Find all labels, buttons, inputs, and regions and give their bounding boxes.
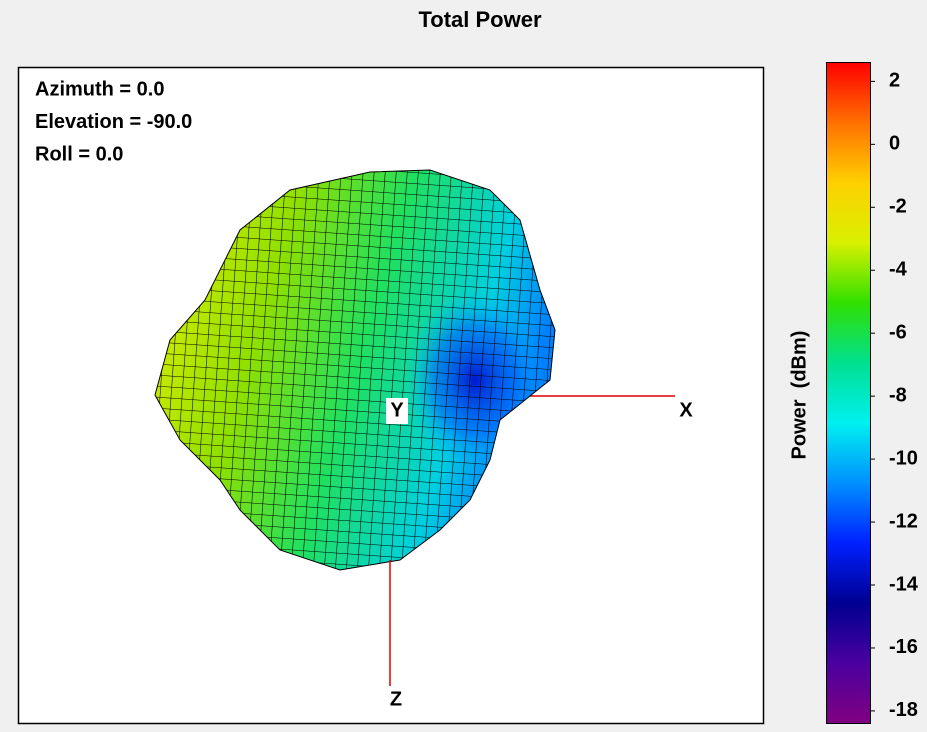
colorbar-label: Power (dBm) bbox=[788, 331, 810, 460]
y-label-box bbox=[386, 398, 408, 424]
annotation: Azimuth = 0.0 bbox=[35, 78, 164, 100]
colorbar-tick-label: -14 bbox=[889, 573, 919, 595]
axis-label: X bbox=[679, 399, 693, 421]
colorbar-tick-label: 2 bbox=[889, 70, 900, 92]
colorbar bbox=[826, 62, 871, 724]
annotation: Roll = 0.0 bbox=[35, 143, 123, 165]
annotation: Elevation = -90.0 bbox=[35, 111, 192, 133]
surface-outline bbox=[154, 169, 556, 571]
colorbar-tick-label: -4 bbox=[889, 259, 908, 281]
colorbar-tick-label: -6 bbox=[889, 321, 907, 343]
colorbar-tick-label: 0 bbox=[889, 133, 900, 155]
chart-title: Total Power bbox=[418, 7, 541, 32]
axis-label: Z bbox=[390, 688, 402, 710]
colorbar-tick-label: -10 bbox=[889, 447, 918, 469]
annotations: Azimuth = 0.0 Elevation = -90.0 Roll = 0.0 bbox=[35, 78, 192, 165]
colorbar-tick-label: -2 bbox=[889, 196, 907, 218]
colorbar-tick-label: -16 bbox=[889, 636, 918, 658]
colorbar-tick-label: -12 bbox=[889, 510, 918, 532]
colorbar-tick-label: -18 bbox=[889, 699, 918, 721]
colorbar-tick-label: -8 bbox=[889, 384, 907, 406]
axis-label: Y bbox=[390, 399, 404, 421]
